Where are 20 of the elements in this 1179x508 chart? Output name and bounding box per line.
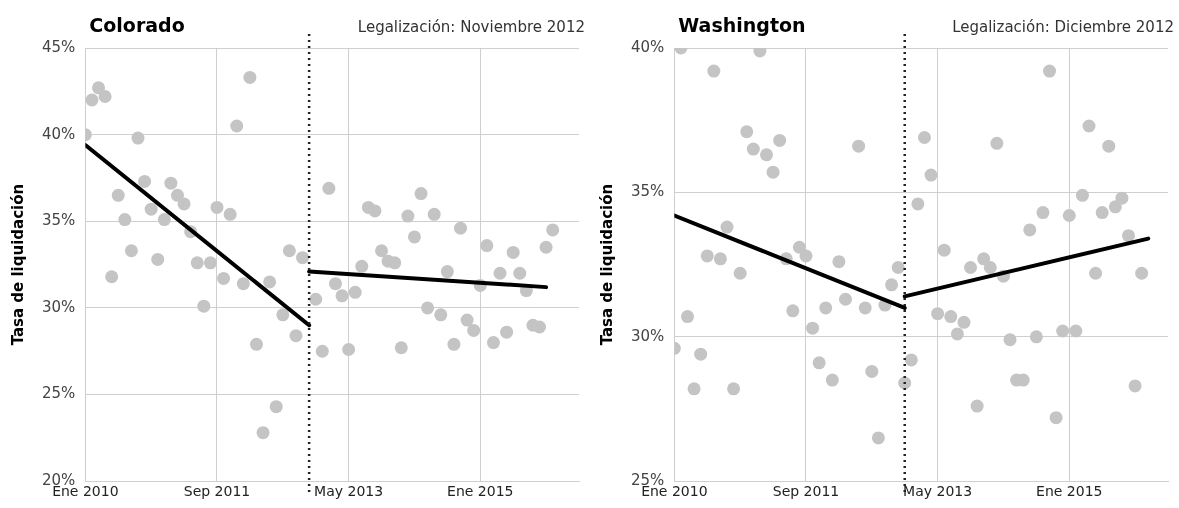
x-tick-label: Sep 2011 bbox=[183, 483, 251, 500]
y-tick-label: 30% bbox=[631, 326, 665, 345]
x-tick-label: May 2013 bbox=[314, 483, 384, 500]
x-tick-label: Ene 2015 bbox=[1036, 483, 1103, 500]
y-tick-label: 30% bbox=[42, 297, 76, 316]
chart-title: Washington bbox=[678, 14, 806, 36]
y-axis-title: Tasa de liquidación bbox=[8, 183, 27, 346]
chart-title: Colorado bbox=[89, 14, 185, 36]
y-tick-label: 40% bbox=[631, 37, 665, 56]
y-tick-label: 40% bbox=[42, 124, 76, 143]
y-tick-label: 45% bbox=[42, 37, 76, 56]
y-tick-label: 35% bbox=[631, 182, 665, 201]
y-tick-label: 35% bbox=[42, 211, 76, 230]
y-axis-title: Tasa de liquidación bbox=[597, 183, 616, 346]
x-tick-label: Ene 2015 bbox=[447, 483, 514, 500]
y-tick-label: 25% bbox=[42, 384, 76, 403]
x-tick-label: Sep 2011 bbox=[772, 483, 840, 500]
chart-subtitle: Legalización: Noviembre 2012 bbox=[357, 18, 585, 36]
x-tick-label: May 2013 bbox=[903, 483, 973, 500]
chart-subtitle: Legalización: Diciembre 2012 bbox=[952, 18, 1174, 36]
